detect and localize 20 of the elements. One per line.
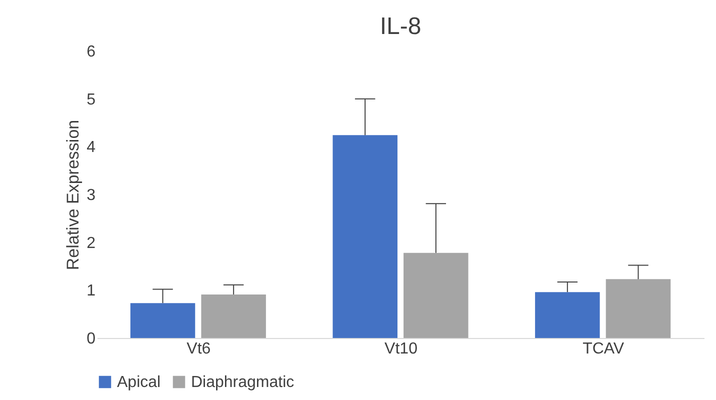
y-tick-label: 4: [86, 139, 96, 156]
bar: [201, 294, 266, 338]
legend-label: Apical: [117, 374, 161, 391]
x-tick-label: Vt6: [186, 340, 211, 358]
chart-title: IL-8: [380, 13, 422, 40]
bar: [606, 279, 671, 338]
y-tick-label: 2: [86, 234, 96, 252]
bar: [404, 252, 468, 338]
y-axis-title: Relative Expression: [64, 120, 83, 270]
y-tick-label: 0: [86, 330, 96, 348]
x-tick-label: Vt10: [384, 340, 418, 358]
legend-label: Diaphragmatic: [191, 374, 294, 391]
y-tick-label: 5: [86, 91, 96, 108]
bar: [130, 303, 196, 338]
bar: [535, 292, 600, 338]
y-tick-label: 6: [86, 44, 96, 60]
y-tick-label: 1: [86, 282, 96, 300]
y-tick-label: 3: [86, 187, 96, 204]
x-tick-label: TCAV: [582, 340, 624, 358]
bar: [332, 135, 398, 338]
